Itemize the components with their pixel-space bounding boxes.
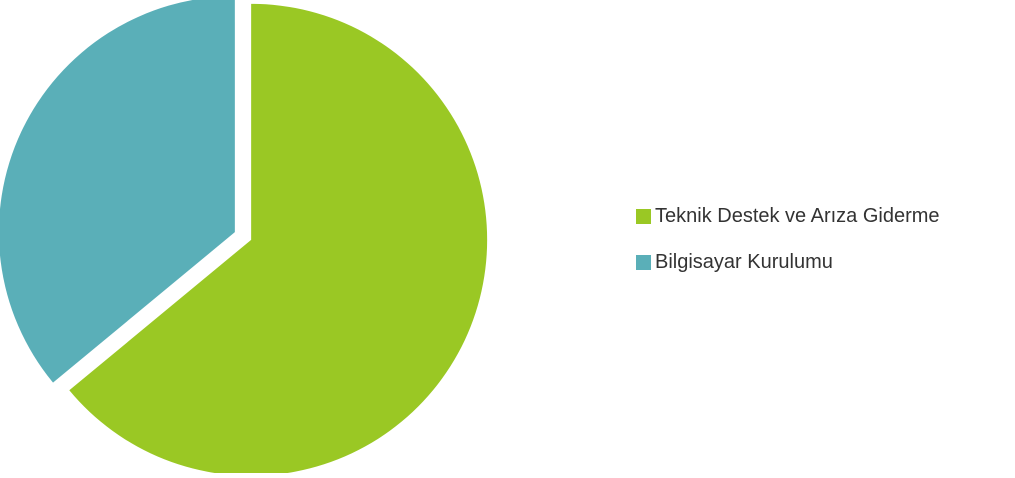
legend-swatch-bilgisayar-kurulumu [636, 254, 651, 270]
pie-chart-svg [0, 0, 488, 476]
legend: Teknik Destek ve Arıza Giderme Bilgisaya… [636, 204, 1011, 296]
legend-label-teknik-destek: Teknik Destek ve Arıza Giderme [655, 205, 940, 227]
legend-item-bilgisayar-kurulumu: Bilgisayar Kurulumu [636, 250, 1011, 274]
legend-swatch-teknik-destek [636, 208, 651, 224]
pie-slice-teknik-destek [69, 3, 488, 476]
pie-chart [0, 0, 500, 476]
pie-slice-bilgisayar-kurulumu [0, 0, 235, 383]
legend-item-teknik-destek: Teknik Destek ve Arıza Giderme [636, 204, 1011, 228]
legend-label-bilgisayar-kurulumu: Bilgisayar Kurulumu [655, 251, 833, 273]
